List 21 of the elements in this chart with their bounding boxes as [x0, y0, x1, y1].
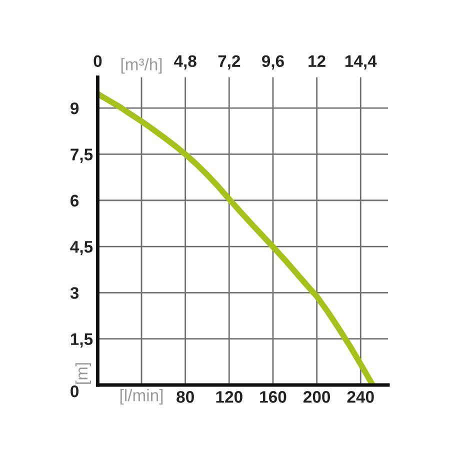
y-tick-label: 0 [70, 385, 79, 398]
y-tick-label: 3 [70, 287, 79, 299]
x-tick-label: 240 [347, 391, 374, 403]
x2-tick-label: 0 [94, 55, 102, 68]
x-axis-title: [l/min] [120, 389, 163, 405]
x-tick-label: 120 [216, 391, 242, 403]
x-tick-label: 80 [176, 391, 194, 403]
x-tick-label: 160 [260, 391, 286, 403]
x2-tick-label: 12 [308, 55, 326, 67]
y-tick-label: 9 [70, 102, 79, 114]
x2-tick-label: 7,2 [218, 55, 240, 70]
y-tick-label: 1,5 [70, 333, 93, 348]
y-tick-label: 4,5 [70, 241, 93, 256]
x2-tick-label: 14,4 [345, 55, 377, 70]
x2-axis-title: [m³/h] [121, 58, 162, 74]
x2-tick-label: 4,8 [174, 55, 196, 70]
x2-tick-label: 9,6 [262, 55, 284, 70]
x-tick-label: 200 [303, 391, 330, 403]
y-axis-title: [m] [75, 363, 91, 384]
y-tick-label: 6 [70, 194, 79, 207]
y-tick-label: 7,5 [70, 148, 93, 163]
